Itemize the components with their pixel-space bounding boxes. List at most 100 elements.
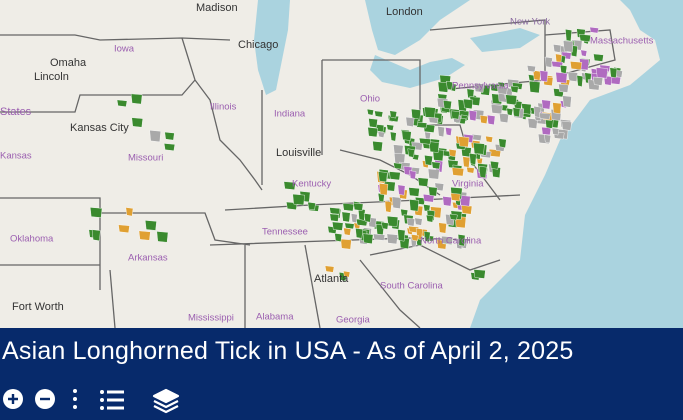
county-patch: [389, 171, 401, 181]
county-patch: [363, 213, 372, 223]
county-patch: [386, 215, 399, 227]
county-patch: [527, 118, 538, 129]
county-patch: [374, 110, 384, 118]
county-patch: [138, 230, 151, 241]
county-patch: [163, 143, 176, 151]
county-patch: [149, 130, 161, 143]
county-patch: [442, 100, 452, 110]
county-patch: [448, 149, 457, 157]
county-patch: [118, 224, 130, 234]
county-patch: [558, 83, 569, 93]
county-patch: [462, 156, 471, 168]
zoom-in[interactable]: [3, 389, 23, 409]
county-patch: [451, 167, 465, 177]
county-patch: [479, 115, 488, 124]
county-patch: [437, 81, 449, 93]
county-patch: [408, 187, 420, 197]
county-patch: [593, 53, 604, 62]
county-patch: [528, 80, 541, 94]
state-label: Kentucky: [292, 179, 331, 190]
state-label: Virginia: [452, 179, 484, 190]
county-patch: [144, 220, 157, 231]
county-patch: [609, 67, 618, 79]
county-patch: [381, 221, 389, 230]
menu-dots[interactable]: [70, 388, 80, 412]
county-patch: [561, 120, 572, 131]
county-patch: [490, 160, 499, 170]
county-patch: [457, 234, 466, 247]
county-records: [88, 26, 623, 282]
county-patch: [89, 207, 103, 218]
county-patch: [366, 108, 374, 116]
city-label: Kansas City: [70, 122, 129, 134]
county-patch: [485, 135, 494, 143]
county-patch: [589, 26, 599, 34]
county-patch: [391, 196, 402, 209]
county-patch: [393, 162, 403, 170]
county-patch: [441, 235, 454, 245]
county-patch: [401, 130, 412, 141]
county-patch: [411, 234, 419, 242]
county-patch: [425, 214, 434, 223]
county-patch: [562, 95, 572, 108]
city-label: Chicago: [238, 39, 278, 51]
county-patch: [156, 231, 169, 243]
county-patch: [532, 70, 541, 81]
legend-button[interactable]: [98, 388, 126, 412]
county-patch: [576, 75, 584, 87]
county-patch: [496, 86, 508, 95]
county-patch: [559, 64, 568, 74]
county-patch: [329, 213, 340, 222]
county-patch: [418, 137, 432, 145]
zoom-out[interactable]: [35, 389, 55, 409]
county-patch: [368, 118, 378, 128]
county-patch: [458, 136, 470, 148]
county-patch: [409, 170, 417, 180]
state-label: Ohio: [360, 94, 380, 105]
state-label: Arkansas: [128, 253, 168, 264]
county-patch: [510, 85, 519, 93]
county-patch: [552, 102, 562, 114]
county-patch: [372, 140, 383, 152]
map-title: Asian Longhorned Tick in USA - As of Apr…: [2, 337, 574, 365]
county-patch: [553, 44, 562, 53]
county-patch: [423, 231, 431, 243]
county-patch: [307, 201, 316, 211]
county-patch: [538, 112, 551, 120]
county-patch: [478, 165, 487, 179]
county-patch: [428, 186, 438, 197]
county-patch: [446, 80, 453, 91]
county-patch: [499, 112, 509, 123]
state-label: Indiana: [274, 109, 306, 120]
county-patch: [378, 171, 388, 183]
county-patch: [407, 148, 415, 158]
county-patch: [343, 270, 351, 278]
county-patch: [473, 269, 486, 279]
state-label: Iowa: [114, 44, 135, 55]
county-patch: [526, 65, 536, 73]
state-label: Tennessee: [262, 227, 308, 238]
county-patch: [580, 49, 588, 57]
county-patch: [130, 93, 143, 105]
county-patch: [512, 107, 521, 118]
city-label: Louisville: [276, 147, 321, 159]
layers-button[interactable]: [152, 388, 180, 414]
county-patch: [563, 40, 574, 53]
county-patch: [424, 106, 436, 119]
county-patch: [332, 221, 344, 231]
state-label: Massachusetts: [590, 36, 654, 47]
county-patch: [355, 228, 364, 239]
county-patch: [414, 217, 423, 226]
county-patch: [463, 98, 474, 110]
county-patch: [424, 155, 433, 166]
county-patch: [539, 70, 549, 83]
state-label: South Carolina: [380, 281, 444, 292]
county-patch: [91, 229, 101, 242]
county-patch: [570, 61, 583, 70]
county-patch: [595, 67, 608, 79]
county-patch: [389, 110, 397, 119]
county-patch: [367, 127, 379, 138]
city-label: Fort Worth: [12, 301, 64, 313]
county-patch: [459, 195, 471, 207]
